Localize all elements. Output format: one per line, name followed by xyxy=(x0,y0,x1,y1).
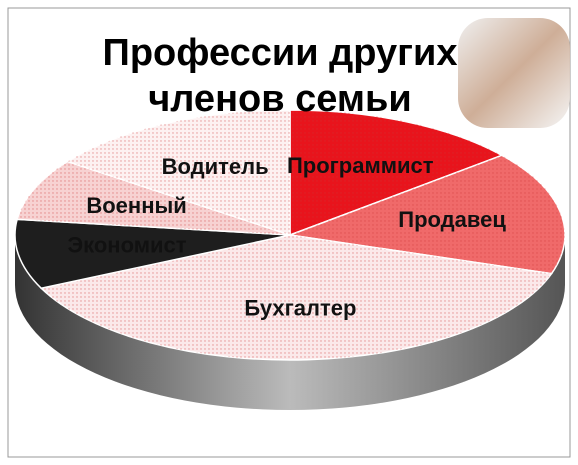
slice-pattern xyxy=(290,110,502,235)
slice-pattern xyxy=(17,161,290,235)
chart-title: Профессии других членов семьи xyxy=(102,32,458,120)
frame xyxy=(7,7,571,458)
slice-label: Водитель xyxy=(162,154,269,179)
slice-label: Продавец xyxy=(398,207,506,232)
slice-pattern xyxy=(41,235,552,360)
slice-label: Военный xyxy=(86,193,186,218)
slice-label: Экономист xyxy=(68,233,187,258)
slice-label: Программист xyxy=(287,153,434,178)
slice-label: Бухгалтер xyxy=(244,296,356,321)
slice-pattern xyxy=(290,155,565,274)
photo xyxy=(458,18,570,128)
slice-pattern xyxy=(67,110,290,235)
pie-slice xyxy=(14,218,291,290)
